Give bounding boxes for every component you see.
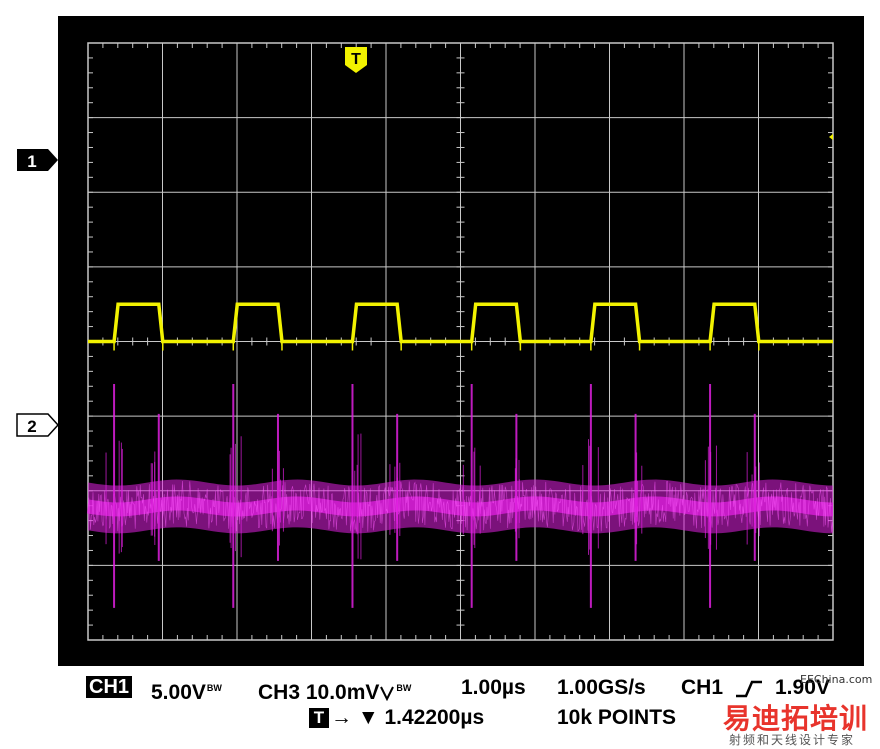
ch1-badge[interactable]: CH1 [86, 676, 133, 698]
ac-coupling-icon [380, 686, 395, 702]
trigger-level-readout[interactable]: 1.90V [775, 676, 830, 699]
ch2-ground-marker[interactable]: 2 [16, 413, 60, 437]
trigger-source-readout[interactable]: CH1 [681, 676, 724, 699]
ch3-scale-value: CH3 10.0mV [258, 681, 380, 704]
sample-rate-readout[interactable]: 1.00GS/s [557, 676, 646, 699]
trigger-position-marker[interactable]: T [345, 47, 367, 73]
ch1-scale-value: 5.00V [151, 681, 206, 704]
ch3-scale-readout[interactable]: CH3 10.0mV BW [258, 676, 411, 705]
ch1-square-wave [88, 302, 833, 344]
ch1-marker-label: 1 [27, 152, 36, 171]
ch1-trigger-level-arrow [829, 134, 833, 140]
ch1-bw-indicator: BW [206, 683, 222, 693]
watermark-logo: 易迪拓培训 [723, 702, 869, 735]
graticule [87, 42, 834, 641]
watermark-tagline: 射频和天线设计专家 [729, 733, 856, 747]
ch1-scale-readout[interactable]: 5.00VBW [151, 676, 222, 705]
trigger-position-badge: T [309, 708, 329, 728]
ch3-bw-indicator: BW [396, 683, 412, 693]
record-length-readout[interactable]: 10k POINTS [557, 706, 677, 729]
ch2-marker-label: 2 [27, 417, 36, 436]
ch1-ground-marker[interactable]: 1 [17, 149, 58, 171]
rising-edge-icon [736, 680, 762, 698]
channel-markers: 1 2 T [16, 47, 367, 437]
timebase-readout[interactable]: 1.00µs [461, 676, 526, 699]
channel-2-trace [86, 384, 834, 608]
channel-1-trace [88, 134, 833, 351]
watermark-site: EEChina.com [800, 673, 873, 686]
trigger-position-readout[interactable]: → ▼ 1.42200µs [331, 706, 485, 729]
trigger-marker-label: T [351, 51, 361, 68]
